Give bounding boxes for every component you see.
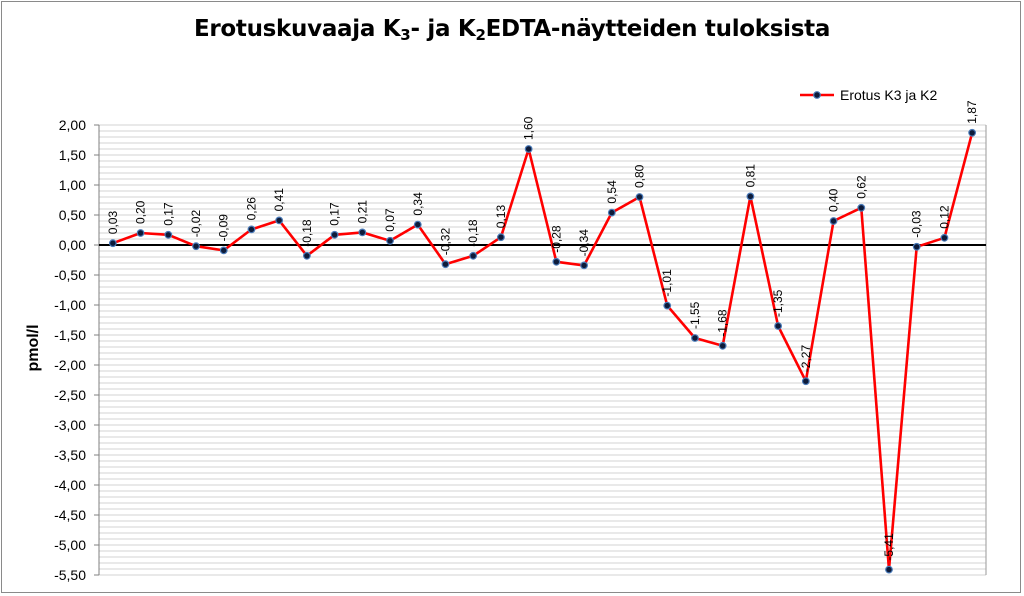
- data-label: -0,34: [577, 229, 591, 257]
- data-label: 1,60: [522, 116, 536, 140]
- data-point: [524, 145, 533, 153]
- data-point: [940, 233, 949, 242]
- data-point: [580, 261, 588, 270]
- y-tick-label: -3,00: [54, 417, 86, 433]
- data-point: [774, 322, 783, 330]
- data-label: 0,21: [355, 200, 369, 224]
- data-point: [857, 203, 866, 212]
- data-label: 0,17: [328, 202, 342, 226]
- data-point: [607, 208, 616, 217]
- data-point: [108, 239, 117, 248]
- y-tick-label: -5,00: [54, 537, 86, 553]
- data-label: -1,35: [771, 289, 785, 317]
- y-tick-label: -4,00: [54, 477, 86, 493]
- data-label: -0,18: [466, 219, 480, 247]
- data-label: -1,01: [660, 269, 674, 297]
- data-point: [192, 242, 200, 251]
- data-point: [413, 220, 422, 229]
- data-label: 0,07: [383, 208, 397, 232]
- data-label: -5,41: [882, 533, 896, 561]
- data-label: -0,32: [439, 228, 453, 256]
- data-label: 1,87: [965, 100, 979, 124]
- data-point: [885, 565, 893, 574]
- y-tick-label: -2,00: [54, 357, 86, 373]
- data-label: 0,40: [827, 188, 841, 212]
- data-label: 0,34: [411, 192, 425, 216]
- data-point: [386, 236, 394, 245]
- data-point: [136, 229, 145, 237]
- data-label: 0,12: [937, 205, 951, 229]
- data-point: [358, 228, 367, 237]
- data-point: [912, 242, 921, 251]
- data-label: 0,41: [272, 188, 286, 212]
- data-point: [330, 230, 339, 239]
- y-tick-label: -1,50: [54, 327, 86, 343]
- data-point: [801, 377, 810, 386]
- data-label: -0,28: [549, 225, 563, 253]
- y-tick-label: -0,50: [54, 267, 86, 283]
- data-point: [663, 301, 672, 310]
- data-point: [247, 225, 256, 234]
- data-label: 0,17: [161, 202, 175, 226]
- data-label: 0,20: [134, 200, 148, 224]
- data-label: -1,55: [688, 301, 702, 329]
- y-tick-label: -2,50: [54, 387, 86, 403]
- data-point: [552, 257, 561, 266]
- data-point: [718, 341, 727, 350]
- data-label: 0,03: [106, 211, 120, 235]
- data-point: [968, 128, 977, 137]
- data-point: [302, 251, 311, 260]
- data-label: -2,27: [799, 345, 813, 373]
- data-point: [691, 334, 699, 342]
- data-point: [164, 230, 173, 239]
- data-point: [469, 251, 478, 260]
- data-label: -0,02: [189, 210, 203, 238]
- y-tick-label: 0,00: [59, 237, 86, 253]
- data-label: 0,81: [743, 164, 757, 188]
- data-point: [635, 193, 644, 201]
- data-point: [441, 260, 450, 269]
- y-tick-label: -3,50: [54, 447, 86, 463]
- y-tick-label: 0,50: [59, 207, 86, 223]
- data-label: -0,18: [300, 219, 314, 247]
- y-axis-label: pmol/l: [25, 324, 42, 371]
- data-point: [275, 216, 284, 225]
- y-tick-label: 2,00: [59, 117, 86, 133]
- data-point: [219, 246, 228, 255]
- data-label: 0,54: [605, 180, 619, 204]
- y-tick-label: 1,50: [59, 147, 86, 163]
- y-tick-label: 1,00: [59, 177, 86, 193]
- data-label: 0,62: [854, 175, 868, 199]
- data-label: 0,26: [245, 197, 259, 221]
- data-label: 0,80: [633, 164, 647, 188]
- legend-label: Erotus K3 ja K2: [840, 87, 937, 103]
- data-label: 0,13: [494, 205, 508, 229]
- y-tick-label: -5,50: [54, 567, 86, 583]
- series-line: [112, 132, 974, 571]
- data-label: -0,09: [217, 214, 231, 242]
- data-label: -0,03: [910, 210, 924, 238]
- data-label: -1,68: [716, 309, 730, 337]
- chart-title: Erotuskuvaaja K3- ja K2EDTA-näytteiden t…: [193, 16, 831, 44]
- data-point: [829, 217, 838, 225]
- y-tick-label: -4,50: [54, 507, 86, 523]
- y-tick-label: -1,00: [54, 297, 86, 313]
- data-point: [746, 192, 755, 201]
- legend-marker: [813, 91, 821, 99]
- data-point: [497, 233, 505, 242]
